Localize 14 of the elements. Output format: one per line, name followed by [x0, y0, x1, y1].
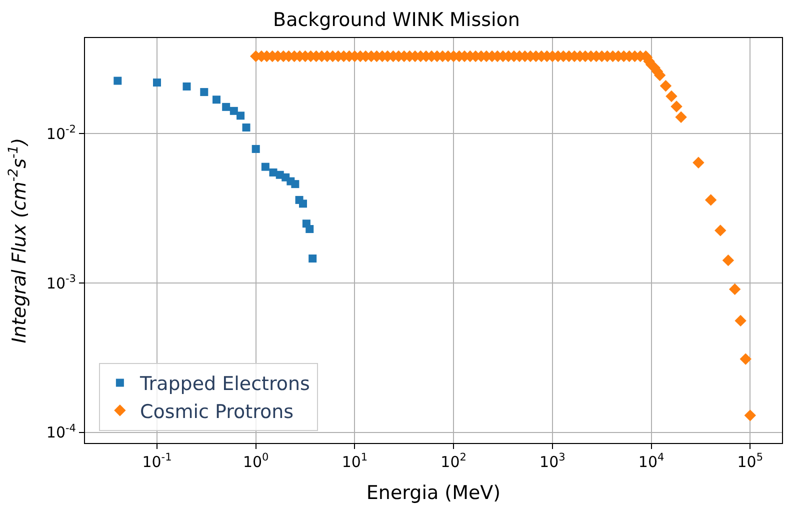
y-tick-label: 10$^{-4}$: [46, 422, 76, 442]
x-axis-title: Energia (MeV): [366, 482, 501, 504]
x-tick-label: 10$^{5}$: [737, 452, 764, 471]
x-tick-label: 10$^{1}$: [342, 452, 368, 471]
y-tick-label: 10$^{-2}$: [46, 124, 76, 143]
legend-label: Trapped Electrons: [138, 373, 310, 396]
chart-title: Background WINK Mission: [273, 9, 520, 32]
x-tick-label: 10$^{4}$: [638, 452, 664, 471]
legend-label: Cosmic Protrons: [140, 400, 294, 423]
x-tick-label: 10$^{0}$: [242, 452, 269, 471]
x-tick-label: 10$^{3}$: [540, 452, 566, 471]
y-tick-label: 10$^{-3}$: [46, 273, 76, 292]
x-tick-label: 10$^{-1}$: [142, 452, 172, 471]
x-tick-label: 10$^{2}$: [440, 452, 466, 471]
